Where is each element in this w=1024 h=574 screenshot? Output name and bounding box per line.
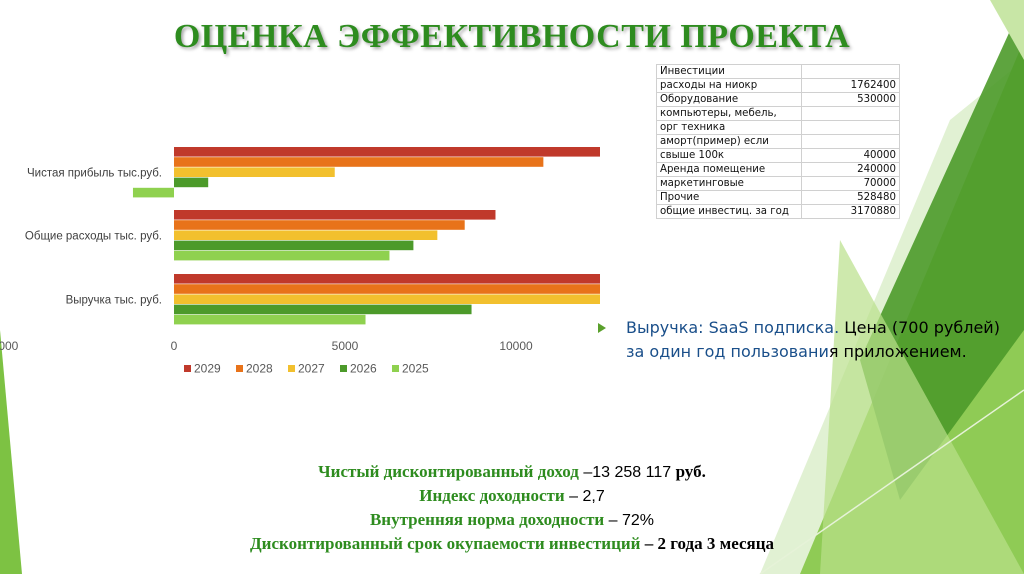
table-row: Прочие 528480 bbox=[655, 190, 900, 205]
table-row: Аренда помещение 240000 bbox=[655, 162, 900, 177]
bar-2025-2 bbox=[132, 187, 174, 198]
table-cell-value: 3170880 bbox=[801, 204, 900, 219]
bar-2026-1 bbox=[174, 240, 414, 251]
pi-label: Индекс доходности bbox=[419, 486, 565, 505]
table-row: маркетинговые 70000 bbox=[655, 176, 900, 191]
table-row: расходы на ниокр 1762400 bbox=[655, 78, 900, 93]
table-row: компьютеры, мебель, bbox=[655, 106, 900, 121]
right-top-sliver bbox=[990, 0, 1024, 60]
table-cell-value bbox=[801, 120, 900, 135]
table-cell-value: 240000 bbox=[801, 162, 900, 177]
bar-2029-1 bbox=[174, 210, 496, 220]
legend-swatch-2028 bbox=[236, 365, 243, 372]
table-cell-value bbox=[801, 106, 900, 121]
table-header-label: Инвестиции bbox=[655, 64, 803, 79]
bullet-text: Выручка: SaaS подписка. Цена (700 рублей… bbox=[626, 316, 1024, 364]
table-row: общие инвестиц. за год 3170880 bbox=[655, 204, 900, 219]
table-cell-label: компьютеры, мебель, bbox=[655, 106, 803, 121]
pi-line: Индекс доходности – 2,7 bbox=[0, 484, 1024, 508]
investments-table: Инвестиции расходы на ниокр 1762400 Оборуд… bbox=[655, 64, 900, 219]
table-cell-value bbox=[801, 134, 900, 149]
bar-2029-2 bbox=[174, 147, 600, 157]
npv-line: Чистый дисконтированный доход –13 258 11… bbox=[0, 460, 1024, 484]
irr-line: Внутренняя норма доходности – 72% bbox=[0, 508, 1024, 532]
bar-2027-2 bbox=[174, 167, 335, 177]
table-cell-label: маркетинговые bbox=[655, 176, 803, 191]
table-cell-label: Прочие bbox=[655, 190, 803, 205]
bullet-part2: Цена (700 рублей) bbox=[839, 318, 1000, 337]
category-label: Выручка тыс. руб. bbox=[66, 295, 162, 307]
irr-label: Внутренняя норма доходности bbox=[369, 510, 605, 529]
category-labels: Выручка тыс. руб. Общие расходы тыс. руб.… bbox=[25, 168, 162, 307]
table-cell-label: Аренда помещение bbox=[655, 162, 803, 177]
table-cell-label: орг техника bbox=[655, 120, 803, 135]
x-axis-tick-labels: -500005000100001500020000250003000035000 bbox=[0, 339, 533, 353]
bar-2025-0 bbox=[174, 314, 366, 325]
efficiency-metrics: Чистый дисконтированный доход –13 258 11… bbox=[0, 460, 1024, 555]
bar-2028-2 bbox=[174, 157, 544, 167]
x-tick-label: 5000 bbox=[332, 339, 359, 353]
left-green-stripe bbox=[0, 330, 22, 574]
table-cell-value: 40000 bbox=[801, 148, 900, 163]
dpp-line: Дисконтированный срок окупаемости инвест… bbox=[0, 532, 1024, 555]
bullet-part1: Выручка: SaaS подписка. bbox=[626, 318, 840, 337]
table-cell-label: свыше 100к bbox=[655, 148, 803, 163]
table-header-value bbox=[801, 64, 900, 79]
revenue-cost-profit-bar-chart: Выручка тыс. руб. Общие расходы тыс. руб.… bbox=[0, 147, 600, 376]
bar-2027-1 bbox=[174, 230, 438, 240]
bar-2026-0 bbox=[174, 304, 472, 315]
legend-label-2026: 2026 bbox=[350, 362, 377, 376]
bar-2026-2 bbox=[174, 177, 209, 188]
bullet-part3: за один год пользовани bbox=[626, 342, 829, 361]
table-cell-label: расходы на ниокр bbox=[655, 78, 803, 93]
npv-value: –13 258 117 bbox=[578, 464, 676, 481]
dpp-value: – 2 года 3 месяца bbox=[640, 534, 775, 553]
table-row: Оборудование 530000 bbox=[655, 92, 900, 107]
page-title: ОЦЕНКА ЭФФЕКТИВНОСТИ ПРОЕКТА bbox=[173, 18, 851, 55]
legend-swatch-2027 bbox=[288, 365, 295, 372]
pi-value: – 2,7 bbox=[564, 488, 605, 505]
category-label: Общие расходы тыс. руб. bbox=[25, 231, 162, 243]
right-light-overlay bbox=[820, 240, 1024, 574]
chart-legend: 2029 2028 2027 2026 2025 bbox=[184, 362, 429, 376]
revenue-bullet: Выручка: SaaS подписка. Цена (700 рублей… bbox=[598, 316, 1024, 364]
table-cell-label: Оборудование bbox=[655, 92, 803, 107]
dpp-label: Дисконтированный срок окупаемости инвест… bbox=[249, 534, 641, 553]
legend-label-2028: 2028 bbox=[246, 362, 273, 376]
legend-label-2027: 2027 bbox=[298, 362, 325, 376]
right-thin-line bbox=[759, 389, 1024, 574]
legend-label-2025: 2025 bbox=[402, 362, 429, 376]
table-row: орг техника bbox=[655, 120, 900, 135]
table-cell-label: аморт(пример) если bbox=[655, 134, 803, 149]
bar-2025-1 bbox=[174, 250, 390, 261]
legend-swatch-2029 bbox=[184, 365, 191, 372]
npv-unit: руб. bbox=[675, 462, 706, 481]
bar-2027-0 bbox=[174, 294, 600, 304]
table-row: свыше 100к 40000 bbox=[655, 148, 900, 163]
bullet-arrow-icon bbox=[598, 323, 606, 333]
x-tick-label: -5000 bbox=[0, 339, 19, 353]
legend-label-2029: 2029 bbox=[194, 362, 221, 376]
x-tick-label: 10000 bbox=[499, 339, 533, 353]
table-cell-label: общие инвестиц. за год bbox=[655, 204, 803, 219]
legend-swatch-2025 bbox=[392, 365, 399, 372]
chart-bars bbox=[132, 147, 600, 325]
category-label: Чистая прибыль тыс.руб. bbox=[27, 168, 162, 180]
bullet-part4: я приложением. bbox=[828, 342, 967, 361]
legend-swatch-2026 bbox=[340, 365, 347, 372]
bar-2028-0 bbox=[174, 284, 600, 294]
table-cell-value: 1762400 bbox=[801, 78, 900, 93]
npv-label: Чистый дисконтированный доход bbox=[318, 462, 579, 481]
bar-2029-0 bbox=[174, 274, 600, 284]
table-cell-value: 528480 bbox=[801, 190, 900, 205]
x-tick-label: 0 bbox=[171, 339, 178, 353]
table-cell-value: 70000 bbox=[801, 176, 900, 191]
irr-value: – 72% bbox=[604, 512, 655, 529]
table-cell-value: 530000 bbox=[801, 92, 900, 107]
bar-2028-1 bbox=[174, 220, 465, 230]
table-header-row: Инвестиции bbox=[655, 64, 900, 79]
table-row: аморт(пример) если bbox=[655, 134, 900, 149]
